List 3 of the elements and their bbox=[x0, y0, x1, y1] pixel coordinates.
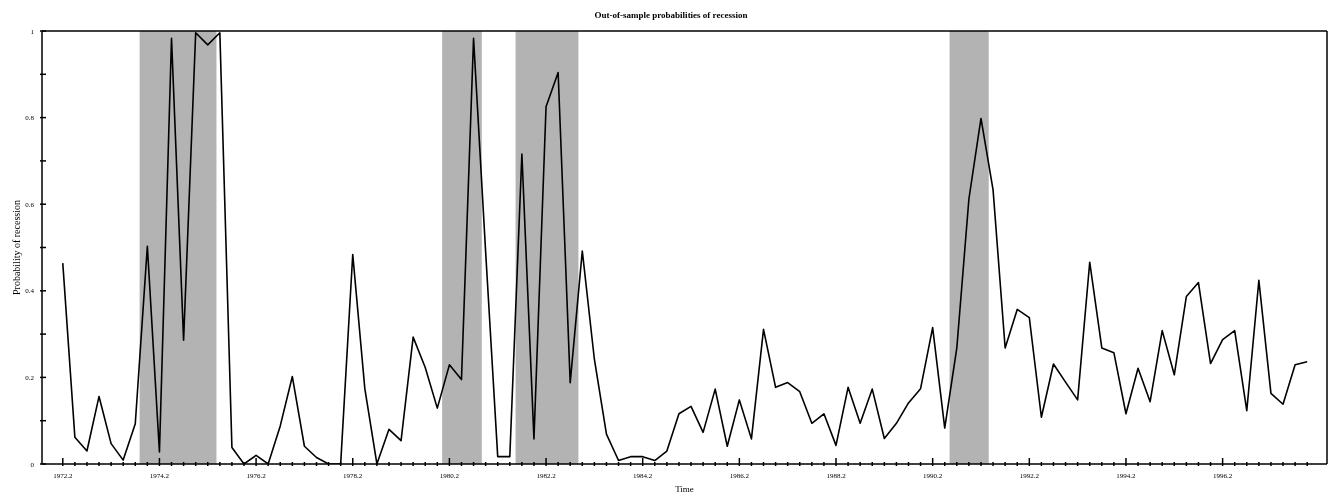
chart-title: Out-of-sample probabilities of recession bbox=[593, 9, 749, 22]
x-axis-title: Time bbox=[675, 484, 694, 494]
y-axis-title: Probability of recession bbox=[10, 200, 22, 295]
